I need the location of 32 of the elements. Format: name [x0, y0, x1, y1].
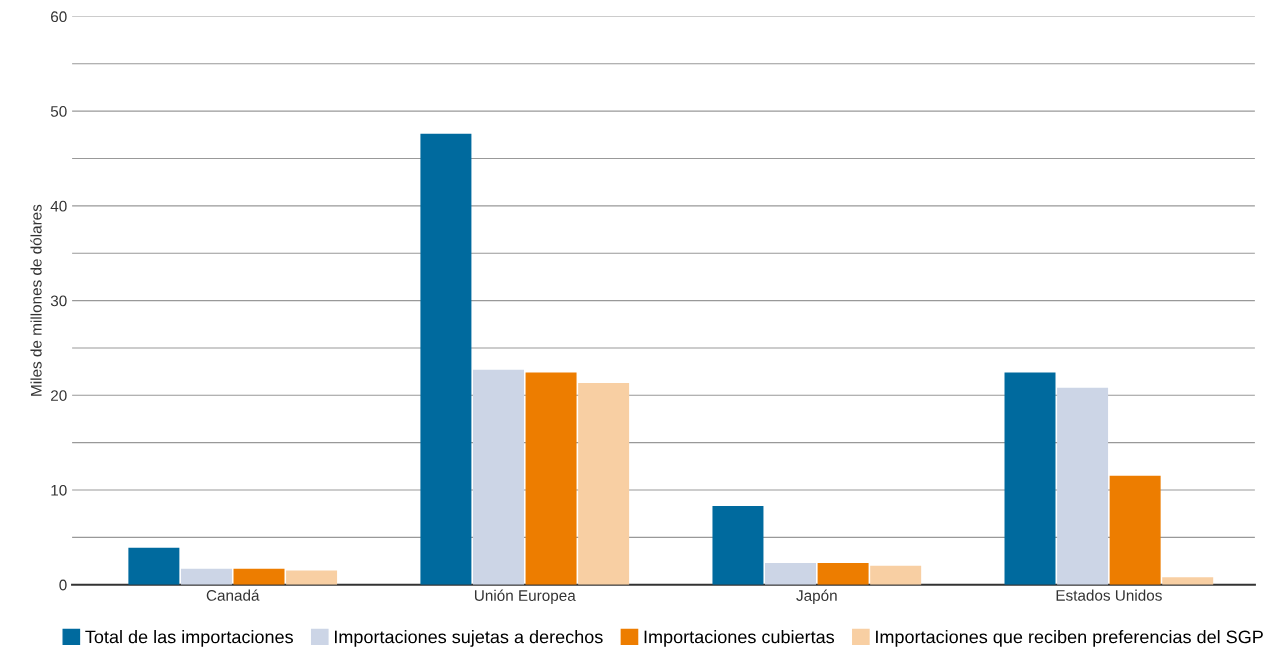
bar	[817, 562, 869, 585]
y-axis-title: Miles de millones de dólares	[30, 204, 42, 396]
x-tick-label: Unión Europea	[474, 589, 576, 605]
bar	[870, 565, 922, 585]
y-tick-label: 50	[50, 106, 67, 117]
y-tick-label: 10	[51, 484, 67, 496]
bar	[233, 568, 285, 585]
y-tick-label: 0	[59, 579, 67, 591]
bar	[765, 562, 817, 585]
y-tick-label: 40	[50, 200, 67, 212]
bar	[525, 372, 577, 585]
bar	[286, 570, 338, 585]
legend-label: Importaciones cubiertas	[644, 630, 835, 647]
x-tick-label: Japón	[796, 589, 837, 605]
bar	[1109, 475, 1161, 585]
y-tick-label: 30	[50, 295, 67, 307]
bar	[1162, 577, 1214, 585]
bar	[420, 133, 472, 585]
x-tick-label: Estados Unidos	[1056, 589, 1162, 601]
bar	[472, 369, 524, 585]
bar	[1057, 387, 1109, 585]
legend-label: Importaciones que reciben preferencias del SGP	[876, 630, 1263, 647]
legend-label: Total de las importaciones	[85, 630, 293, 647]
bar	[712, 506, 764, 585]
bar	[180, 568, 232, 585]
y-tick-label: 60	[51, 11, 67, 23]
bar	[128, 547, 180, 585]
bar	[578, 382, 630, 585]
y-tick-label: 20	[51, 390, 67, 401]
legend-label: Importaciones sujetas a derechos	[334, 630, 603, 647]
bar	[1004, 372, 1056, 585]
x-tick-label: Canadá	[206, 589, 260, 601]
